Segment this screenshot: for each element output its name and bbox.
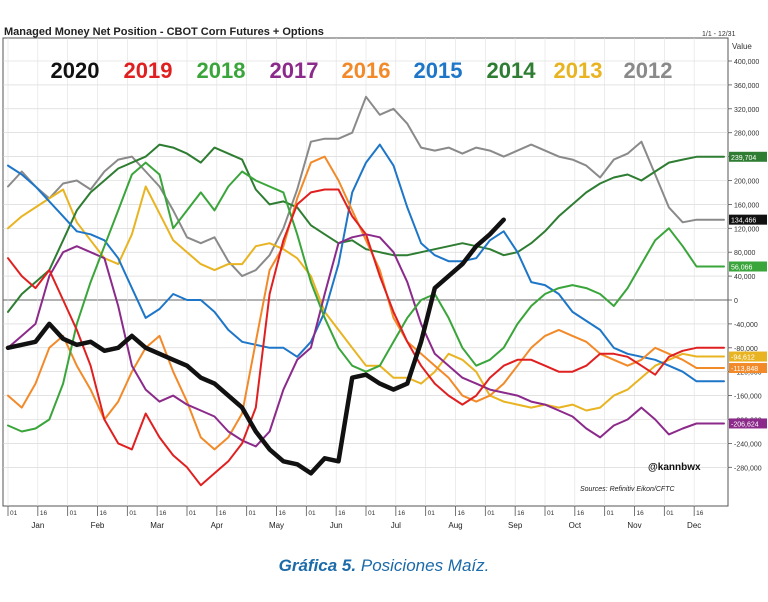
y-tick-label: -240,000 <box>734 441 762 448</box>
month-label: Mar <box>150 521 164 530</box>
legend-item-2012: 2012 <box>624 58 673 83</box>
x-tick-label: 16 <box>100 510 108 517</box>
end-label-box <box>729 418 767 429</box>
series-line-2015 <box>7 143 725 383</box>
month-label: Dec <box>687 521 701 530</box>
x-tick-label: 01 <box>70 510 78 517</box>
end-label-box <box>729 351 767 362</box>
series-lines <box>5 95 725 487</box>
legend-item-2014: 2014 <box>487 58 537 83</box>
y-tick-label: 400,000 <box>734 59 759 66</box>
author-handle: @kannbwx <box>648 462 701 473</box>
x-tick-label: 16 <box>517 510 525 517</box>
net-position-chart: 2020 2019 2018 2017 2016 2015 2014 2013 2012 400… <box>2 37 767 530</box>
y-tick-label: -80,000 <box>734 346 758 353</box>
y-tick-label: 0 <box>734 298 738 305</box>
legend-item-2016: 2016 <box>342 58 391 83</box>
x-tick-label: 16 <box>637 510 645 517</box>
x-tick-label: 16 <box>398 510 406 517</box>
x-tick-label: 01 <box>10 510 18 517</box>
end-label-text: -206,624 <box>731 421 759 428</box>
end-label-box <box>729 363 767 374</box>
x-tick-label: 01 <box>308 510 316 517</box>
month-label: Oct <box>569 521 582 530</box>
end-value-labels: 134,466 239,704 56,066 -94,612 -113,848 -206,… <box>729 151 767 429</box>
x-tick-label: 01 <box>368 510 376 517</box>
x-tick-label: 16 <box>458 510 466 517</box>
legend-item-2018: 2018 <box>197 58 246 83</box>
sources-note: Sources: Refinitiv Eikon/CFTC <box>580 486 675 493</box>
series-line-2019 <box>7 188 725 487</box>
x-tick-label: 01 <box>428 510 436 517</box>
series-line-2012 <box>7 95 725 278</box>
y-tick-label: 120,000 <box>734 226 759 233</box>
series-line-2018 <box>7 161 725 433</box>
series-line-2013 <box>7 185 725 412</box>
x-tick-label: 01 <box>607 510 615 517</box>
legend: 2020 2019 2018 2017 2016 2015 2014 2013 2012 <box>51 58 673 83</box>
end-label-box <box>729 214 767 225</box>
y-tick-label: 200,000 <box>734 179 759 186</box>
y-tick-label: 360,000 <box>734 83 759 90</box>
legend-item-2013: 2013 <box>554 58 603 83</box>
caption-number: Gráfica 5. <box>278 556 357 575</box>
x-tick-label: 16 <box>696 510 704 517</box>
y-tick-label: 320,000 <box>734 107 759 114</box>
end-label-text: -113,848 <box>731 366 758 373</box>
series-line-2020 <box>5 217 506 476</box>
month-label: Jun <box>330 521 343 530</box>
y-tick-label: 40,000 <box>734 274 756 281</box>
month-label: Aug <box>448 521 462 530</box>
y-tick-label: 80,000 <box>734 250 756 257</box>
month-label: Sep <box>508 521 523 530</box>
x-tick-label: 01 <box>666 510 674 517</box>
month-label: May <box>269 521 284 530</box>
x-tick-label: 16 <box>338 510 346 517</box>
x-tick-label: 16 <box>279 510 287 517</box>
y-tick-label: -160,000 <box>734 394 762 401</box>
month-label: Jul <box>391 521 401 530</box>
x-tick-label: 16 <box>40 510 48 517</box>
end-label-text: 56,066 <box>731 265 753 272</box>
y-axis-label: Value <box>732 42 752 51</box>
end-label-box <box>729 151 767 162</box>
month-label: Apr <box>211 521 224 530</box>
end-label-box <box>729 261 767 272</box>
x-tick-label: 01 <box>189 510 197 517</box>
series-line-2016 <box>7 155 725 451</box>
month-label: Jan <box>31 521 44 530</box>
legend-item-2017: 2017 <box>270 58 319 83</box>
x-tick-label: 16 <box>159 510 167 517</box>
caption-text: Posiciones Maíz. <box>360 556 490 575</box>
figure-caption: Gráfica 5. Posiciones Maíz. <box>0 556 768 576</box>
legend-item-2015: 2015 <box>414 58 463 83</box>
date-range-label: 1/1 - 12/31 <box>702 31 736 38</box>
y-tick-label: 160,000 <box>734 202 759 209</box>
month-label: Nov <box>627 521 641 530</box>
x-tick-label: 01 <box>249 510 257 517</box>
end-label-text: 134,466 <box>731 218 756 225</box>
month-label: Feb <box>91 521 105 530</box>
x-tick-label: 01 <box>487 510 495 517</box>
plot-frame <box>2 37 729 507</box>
legend-item-2019: 2019 <box>124 58 173 83</box>
series-line-2014 <box>7 143 725 313</box>
y-tick-label: -120,000 <box>734 370 762 377</box>
y-tick-label: 280,000 <box>734 131 759 138</box>
legend-item-2020: 2020 <box>51 58 100 83</box>
x-tick-label: 01 <box>547 510 555 517</box>
end-label-text: -94,612 <box>731 355 755 362</box>
x-tick-label: 01 <box>129 510 137 517</box>
x-axis: 01 16 01 16 01 16 01 16 01 16 01 16 01 16 01 16 01 16 01 16… <box>7 506 704 530</box>
end-label-text: 239,704 <box>731 155 756 162</box>
x-tick-label: 16 <box>219 510 227 517</box>
x-tick-label: 16 <box>577 510 585 517</box>
y-tick-label: -280,000 <box>734 465 762 472</box>
grid <box>3 38 728 506</box>
y-tick-label: -40,000 <box>734 322 758 329</box>
chart-title: Managed Money Net Position - CBOT Corn F… <box>4 26 324 38</box>
